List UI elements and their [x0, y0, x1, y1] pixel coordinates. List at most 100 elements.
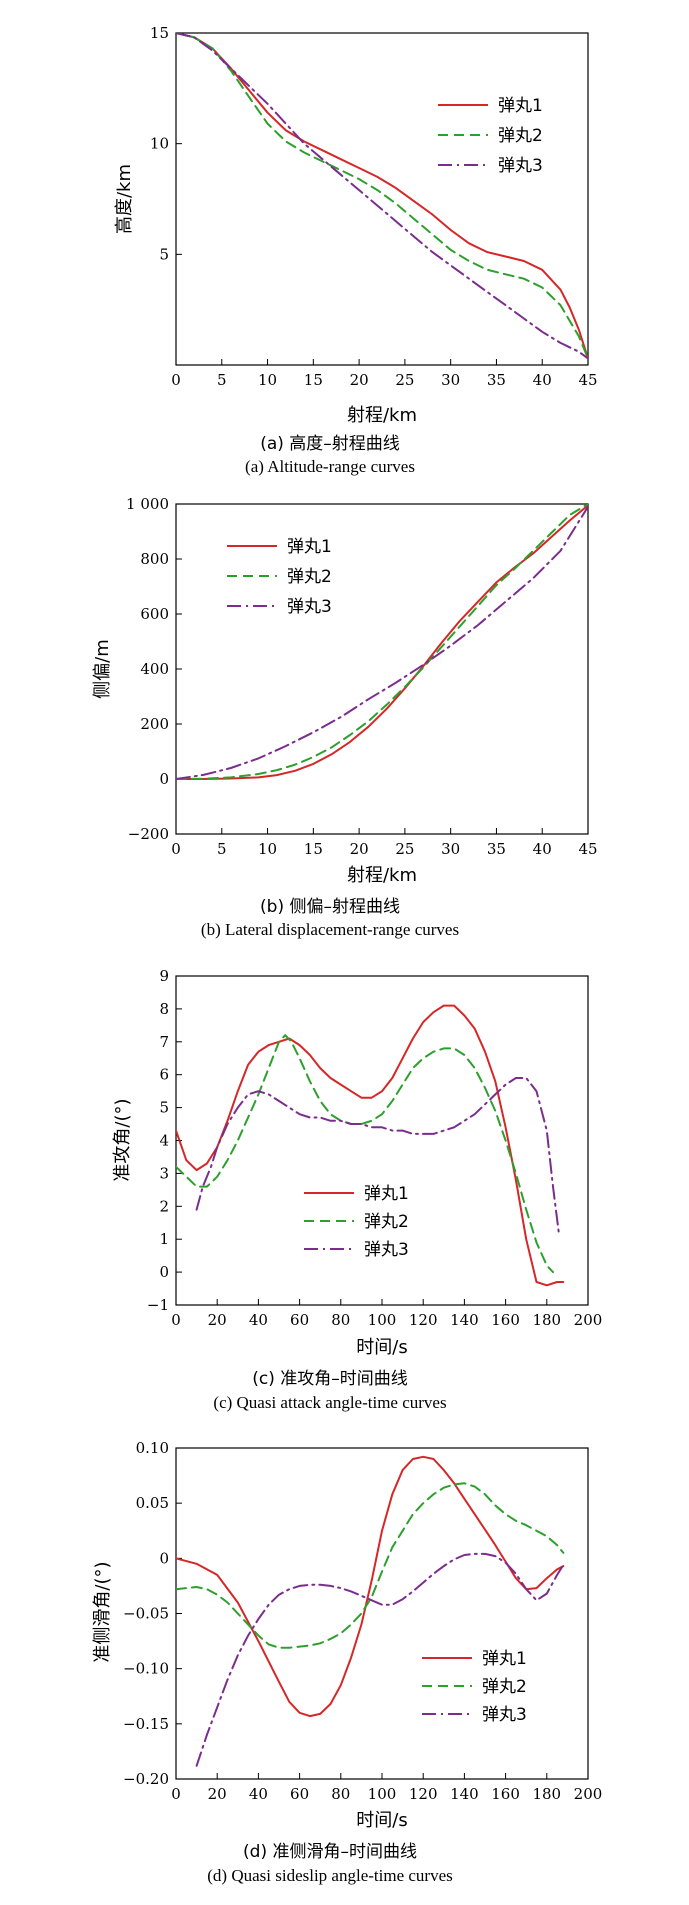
- x-tick-label: 0: [171, 840, 181, 858]
- x-tick-label: 120: [409, 1311, 438, 1329]
- caption-english: (c) Quasi attack angle-time curves: [213, 1393, 446, 1412]
- x-tick-label: 80: [331, 1785, 350, 1803]
- y-tick-label: 15: [150, 24, 169, 42]
- y-tick-label: 4: [159, 1132, 169, 1150]
- y-tick-label: 0: [159, 1263, 169, 1281]
- y-tick-label: 400: [140, 660, 169, 678]
- x-tick-label: 25: [395, 840, 414, 858]
- legend-label: 弹丸3: [482, 1705, 527, 1725]
- series-line-2: [176, 1034, 554, 1274]
- y-tick-label: 0.05: [136, 1494, 169, 1512]
- series-line-3: [176, 33, 588, 360]
- y-tick-label: 200: [140, 715, 169, 733]
- x-tick-label: 100: [368, 1785, 397, 1803]
- series-line-1: [176, 1455, 565, 1718]
- x-axis-label: 时间/s: [356, 1810, 407, 1831]
- plot-frame: [175, 503, 589, 835]
- y-tick-label: −1: [147, 1296, 169, 1314]
- y-tick-label: 5: [159, 1099, 169, 1117]
- x-tick-label: 25: [395, 371, 414, 389]
- y-tick-label: 0.10: [136, 1439, 169, 1457]
- y-tick-label: 800: [140, 550, 169, 568]
- caption-english: (b) Lateral displacement-range curves: [201, 920, 459, 939]
- x-tick-label: 0: [171, 1785, 181, 1803]
- y-axis-label: 准侧滑角/(°): [92, 1561, 113, 1662]
- legend-label: 弹丸2: [364, 1212, 409, 1232]
- x-axis-label: 时间/s: [356, 1337, 407, 1358]
- x-tick-label: 60: [290, 1311, 309, 1329]
- legend-label: 弹丸3: [287, 597, 332, 617]
- y-tick-label: −200: [128, 825, 169, 843]
- series-line-1: [176, 504, 588, 780]
- series-line-1: [176, 1004, 565, 1287]
- x-tick-label: 20: [350, 371, 369, 389]
- x-tick-label: 140: [450, 1311, 479, 1329]
- x-tick-label: 30: [441, 840, 460, 858]
- series-line-3: [176, 505, 588, 780]
- x-tick-label: 35: [487, 840, 506, 858]
- x-tick-label: 140: [450, 1785, 479, 1803]
- caption-chinese: (b) 侧偏–射程曲线: [260, 897, 400, 917]
- x-tick-label: 30: [441, 371, 460, 389]
- y-tick-label: 3: [159, 1164, 169, 1182]
- series-line-2: [176, 1482, 565, 1649]
- legend: 弹丸1 弹丸2 弹丸3: [438, 96, 543, 176]
- x-tick-label: 0: [171, 371, 181, 389]
- plot-frame: [175, 32, 589, 366]
- legend: 弹丸1 弹丸2 弹丸3: [227, 537, 332, 617]
- x-axis-label: 射程/km: [347, 405, 417, 426]
- x-tick-label: 160: [491, 1785, 520, 1803]
- x-tick-label: 45: [578, 371, 597, 389]
- y-tick-label: −0.05: [123, 1605, 169, 1623]
- y-axis-label: 准攻角/(°): [112, 1098, 133, 1181]
- chart-panel-4: 0 20 40 60 80 100 120 140 160 180 200 −0.20 −0.15 −0.…: [92, 1439, 602, 1885]
- legend-label: 弹丸1: [287, 537, 332, 557]
- x-tick-label: 45: [578, 840, 597, 858]
- y-tick-label: −0.20: [123, 1770, 169, 1788]
- legend: 弹丸1 弹丸2 弹丸3: [304, 1184, 409, 1260]
- x-tick-label: 80: [331, 1311, 350, 1329]
- legend-label: 弹丸1: [364, 1184, 409, 1204]
- caption-chinese: (a) 高度–射程曲线: [260, 434, 400, 454]
- legend-label: 弹丸2: [482, 1677, 527, 1697]
- y-tick-label: −0.15: [123, 1715, 169, 1733]
- y-tick-label: 5: [159, 245, 169, 263]
- y-tick-label: 600: [140, 605, 169, 623]
- x-tick-label: 160: [491, 1311, 520, 1329]
- x-tick-label: 40: [249, 1311, 268, 1329]
- x-tick-label: 120: [409, 1785, 438, 1803]
- x-tick-label: 180: [532, 1785, 561, 1803]
- x-tick-label: 5: [217, 840, 227, 858]
- x-tick-label: 20: [208, 1311, 227, 1329]
- y-tick-label: 1 000: [126, 495, 169, 513]
- legend-label: 弹丸1: [482, 1649, 527, 1669]
- x-tick-label: 5: [217, 371, 227, 389]
- series-group: [176, 1455, 565, 1767]
- series-line-1: [176, 33, 588, 360]
- x-tick-label: 15: [304, 371, 323, 389]
- caption-english: (d) Quasi sideslip angle-time curves: [207, 1866, 453, 1885]
- y-axis-label: 高度/km: [114, 164, 135, 234]
- x-tick-label: 200: [574, 1785, 603, 1803]
- series-line-2: [176, 33, 588, 360]
- caption-chinese: (c) 准攻角–时间曲线: [252, 1369, 408, 1389]
- y-tick-label: 7: [159, 1033, 169, 1051]
- x-tick-label: 40: [533, 840, 552, 858]
- legend-label: 弹丸1: [498, 96, 543, 116]
- x-tick-label: 40: [533, 371, 552, 389]
- x-tick-label: 15: [304, 840, 323, 858]
- caption-english: (a) Altitude-range curves: [245, 457, 415, 476]
- caption-chinese: (d) 准侧滑角–时间曲线: [243, 1842, 417, 1862]
- y-tick-label: 9: [159, 967, 169, 985]
- series-group: [176, 33, 588, 360]
- y-axis-label: 侧偏/m: [92, 639, 113, 699]
- y-tick-label: 1: [159, 1230, 169, 1248]
- y-tick-label: −0.10: [123, 1660, 169, 1678]
- y-tick-label: 0: [159, 770, 169, 788]
- legend-label: 弹丸2: [287, 567, 332, 587]
- x-tick-label: 35: [487, 371, 506, 389]
- y-tick-label: 6: [159, 1066, 169, 1084]
- x-tick-label: 60: [290, 1785, 309, 1803]
- x-tick-label: 20: [208, 1785, 227, 1803]
